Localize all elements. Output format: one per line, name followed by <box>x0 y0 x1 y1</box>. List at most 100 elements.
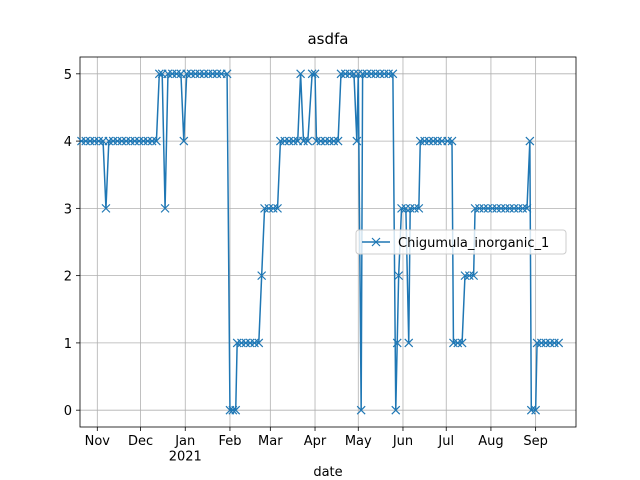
data-marker <box>525 136 535 146</box>
data-marker <box>296 69 306 79</box>
data-marker <box>449 338 458 348</box>
data-marker <box>391 405 401 415</box>
data-marker <box>151 136 161 146</box>
data-marker <box>415 136 425 146</box>
data-marker <box>420 136 430 146</box>
data-marker <box>433 136 443 146</box>
data-marker <box>443 136 453 146</box>
y-tick-label: 3 <box>64 202 72 217</box>
data-marker <box>260 203 269 213</box>
data-marker <box>94 136 104 146</box>
data-marker <box>469 271 479 281</box>
data-marker <box>545 338 555 348</box>
y-tick-label: 0 <box>64 404 72 419</box>
data-marker <box>101 203 111 213</box>
x-tick-label: Sep <box>523 434 548 449</box>
data-marker <box>275 136 285 146</box>
data-marker <box>554 338 564 348</box>
data-marker <box>362 69 372 79</box>
data-marker <box>388 69 398 79</box>
data-marker <box>134 136 144 146</box>
data-marker <box>428 136 438 146</box>
x-tick-label: Aug <box>478 434 503 449</box>
data-marker <box>336 69 346 79</box>
data-marker <box>496 203 506 213</box>
data-marker <box>509 203 519 213</box>
data-marker <box>532 338 542 348</box>
data-marker <box>312 136 321 146</box>
data-marker <box>505 203 515 213</box>
data-marker <box>85 136 95 146</box>
data-marker <box>199 69 209 79</box>
data-marker <box>245 338 255 348</box>
data-marker <box>522 203 532 213</box>
data-marker <box>117 136 127 146</box>
data-marker <box>139 136 148 146</box>
data-marker <box>310 69 320 79</box>
data-marker <box>208 69 218 79</box>
data-marker <box>392 338 402 348</box>
legend-marker <box>371 237 381 247</box>
legend-box <box>355 229 567 255</box>
data-marker <box>492 203 502 213</box>
data-marker <box>104 136 114 146</box>
data-marker <box>333 136 343 146</box>
y-tick-label: 2 <box>64 270 72 285</box>
data-marker <box>203 69 213 79</box>
data-marker <box>195 69 205 79</box>
data-marker <box>358 69 368 79</box>
data-marker <box>316 136 326 146</box>
legend-label: Chigumula_inorganic_1 <box>398 236 549 251</box>
x-tick-label: May <box>345 434 372 449</box>
data-marker <box>536 338 546 348</box>
data-marker <box>108 136 118 146</box>
data-marker <box>163 69 173 79</box>
data-marker <box>190 69 200 79</box>
data-marker <box>212 69 222 79</box>
x-tick-label: Dec <box>128 434 153 449</box>
data-marker <box>232 338 242 348</box>
data-marker <box>394 271 404 281</box>
data-marker <box>340 69 350 79</box>
data-marker <box>414 203 424 213</box>
data-marker <box>89 136 99 146</box>
data-marker <box>366 69 376 79</box>
x-tick-label: Mar <box>258 434 283 449</box>
data-marker <box>147 136 157 146</box>
data-marker <box>113 136 122 146</box>
data-marker <box>172 69 182 79</box>
data-marker <box>179 136 189 146</box>
data-marker <box>371 69 381 79</box>
data-marker <box>160 203 170 213</box>
data-marker <box>250 338 259 348</box>
data-marker <box>384 69 393 79</box>
data-marker <box>500 203 510 213</box>
data-marker <box>375 69 385 79</box>
data-marker <box>405 203 415 213</box>
data-marker <box>307 69 317 79</box>
data-marker <box>329 136 339 146</box>
y-tick-label: 1 <box>64 337 72 352</box>
data-marker <box>121 136 131 146</box>
data-marker <box>154 69 164 79</box>
data-marker <box>228 405 238 415</box>
data-marker <box>513 203 523 213</box>
x-tick-label: Nov <box>85 434 111 449</box>
data-marker <box>77 136 86 146</box>
data-marker <box>410 203 419 213</box>
data-marker <box>447 136 457 146</box>
data-marker <box>453 338 463 348</box>
data-marker <box>126 136 135 146</box>
data-marker <box>460 271 470 281</box>
data-marker <box>299 136 308 146</box>
data-marker <box>479 203 489 213</box>
plot-frame <box>79 56 577 428</box>
data-marker <box>353 69 363 79</box>
data-marker <box>397 203 406 213</box>
data-marker <box>241 338 251 348</box>
data-marker <box>487 203 497 213</box>
x-axis-label: date <box>313 465 342 480</box>
data-marker <box>231 405 241 415</box>
x-tick-label: Jun <box>392 434 413 449</box>
